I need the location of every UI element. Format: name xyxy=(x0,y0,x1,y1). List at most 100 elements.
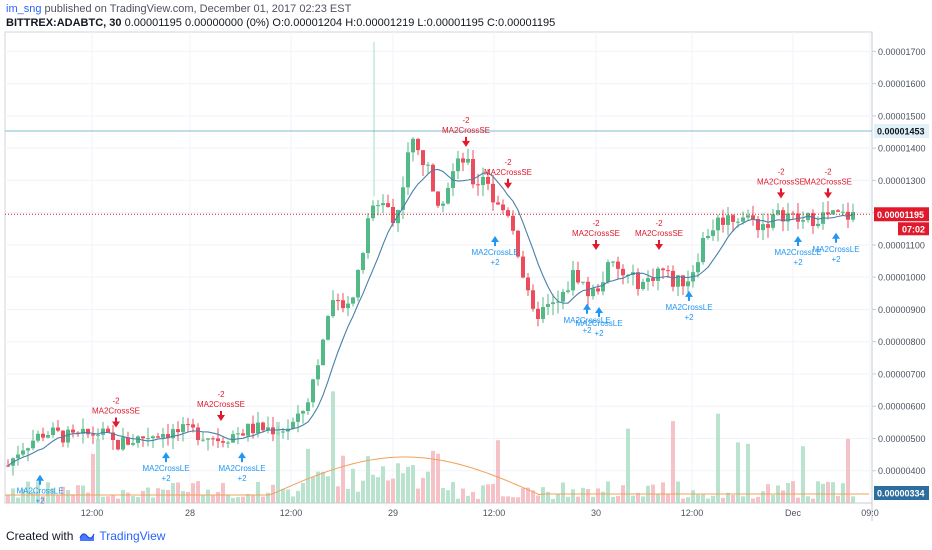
candle-body xyxy=(366,218,370,254)
volume-bar xyxy=(381,466,385,503)
candle-body xyxy=(776,210,780,215)
candle-body xyxy=(431,164,435,192)
sell-signal-qty: -2 xyxy=(462,116,470,125)
candle-body xyxy=(196,427,200,441)
candle-body xyxy=(466,158,470,163)
volume-bar xyxy=(566,496,570,503)
volume-bar xyxy=(176,482,180,503)
candle-body xyxy=(211,438,215,440)
candle-body xyxy=(46,435,50,438)
countdown-badge: 07:02 xyxy=(902,224,925,234)
volume-bar xyxy=(171,483,175,503)
y-tick-label: 0.00000900 xyxy=(878,305,926,315)
volume-bar xyxy=(296,490,300,503)
volume-bar xyxy=(121,490,125,503)
volume-bar xyxy=(416,488,420,503)
candle-body xyxy=(381,203,385,206)
resistance-price-badge-bg xyxy=(874,124,929,139)
low-value: 0.00001195 xyxy=(426,17,484,29)
volume-bar xyxy=(521,488,525,503)
volume-bar xyxy=(326,476,330,503)
volume-bar xyxy=(526,487,530,503)
volume-bar xyxy=(281,488,285,503)
candle-body xyxy=(416,138,420,151)
volume-bar xyxy=(821,483,825,503)
volume-bar xyxy=(226,494,230,503)
volume-bar xyxy=(461,488,465,503)
volume-bar xyxy=(516,497,520,503)
volume-bar xyxy=(71,494,75,503)
volume-bar xyxy=(656,493,660,503)
symbol-label[interactable]: BITTREX:ADABTC, 30 xyxy=(6,17,122,29)
resistance-price-badge: 0.00001453 xyxy=(877,127,925,137)
buy-arrow-icon xyxy=(491,236,499,247)
volume-bar xyxy=(321,471,325,503)
volume-bar xyxy=(51,488,55,503)
volume-bar xyxy=(41,496,45,503)
candle-body xyxy=(726,215,730,225)
candle-body xyxy=(401,187,405,210)
volume-bar xyxy=(6,494,10,503)
volume-bar xyxy=(846,438,850,503)
volume-bar xyxy=(11,488,15,503)
volume-bar xyxy=(816,481,820,503)
x-tick-label: 29 xyxy=(388,508,398,518)
volume-bar xyxy=(26,481,30,503)
x-tick-label: 12:00 xyxy=(81,508,104,518)
candle-body xyxy=(226,442,230,444)
buy-signal-qty: +2 xyxy=(582,326,592,335)
candle-body xyxy=(331,300,335,317)
sell-signal-label: MA2CrossSE xyxy=(635,229,683,238)
volume-bar xyxy=(661,482,665,503)
candle-body xyxy=(81,428,85,434)
sell-signal-qty: -2 xyxy=(217,390,225,399)
volume-bar xyxy=(101,496,105,503)
volume-bar xyxy=(366,456,370,503)
volume-bar xyxy=(471,492,475,503)
volume-bar xyxy=(696,494,700,503)
close-value: 0.00001195 xyxy=(497,17,556,29)
candle-body xyxy=(426,164,430,166)
candle-body xyxy=(736,221,740,223)
y-tick-label: 0.00000700 xyxy=(878,369,926,379)
author-link[interactable]: im_sng xyxy=(6,3,42,15)
volume-bar xyxy=(316,471,320,503)
candle-body xyxy=(686,281,690,287)
volume-bar xyxy=(491,483,495,503)
price-chart[interactable]: 0.00001700 0.00001600 0.00001500 0.00001400… xyxy=(0,0,932,526)
volume-bar xyxy=(466,495,470,503)
volume-bar xyxy=(276,421,280,503)
volume-bar xyxy=(831,482,835,503)
volume-bar xyxy=(256,481,260,503)
price-change: 0.00000000 (0%) xyxy=(184,17,270,29)
volume-bar xyxy=(96,439,100,503)
volume-bar xyxy=(601,491,605,503)
volume-bar xyxy=(91,453,95,503)
volume-bar xyxy=(576,496,580,503)
candle-body xyxy=(501,204,505,211)
volume-bar xyxy=(801,446,805,503)
candle-body xyxy=(581,281,585,283)
volume-bar xyxy=(151,497,155,503)
candle-body xyxy=(471,158,475,185)
sell-signal-qty: -2 xyxy=(504,158,512,167)
candle-body xyxy=(231,434,235,443)
candle-body xyxy=(576,270,580,283)
created-with-text: Created with xyxy=(6,529,74,543)
candle-body xyxy=(251,423,255,434)
volume-bar xyxy=(561,482,565,503)
candle-body xyxy=(756,218,760,231)
volume-bar xyxy=(161,489,165,503)
buy-arrow-icon xyxy=(162,452,170,463)
buy-signal-qty: +2 xyxy=(237,474,247,483)
sell-signal-label: MA2CrossSE xyxy=(197,400,245,409)
x-tick-label: 28 xyxy=(185,508,195,518)
candle-body xyxy=(636,272,640,290)
candle-body xyxy=(201,439,205,441)
volume-bar xyxy=(411,465,415,503)
buy-signal-qty: +2 xyxy=(594,329,604,338)
candle-body xyxy=(166,434,170,439)
tradingview-brand-link[interactable]: TradingView xyxy=(99,529,166,543)
volume-bar xyxy=(671,421,675,503)
volume-bar xyxy=(86,492,90,503)
